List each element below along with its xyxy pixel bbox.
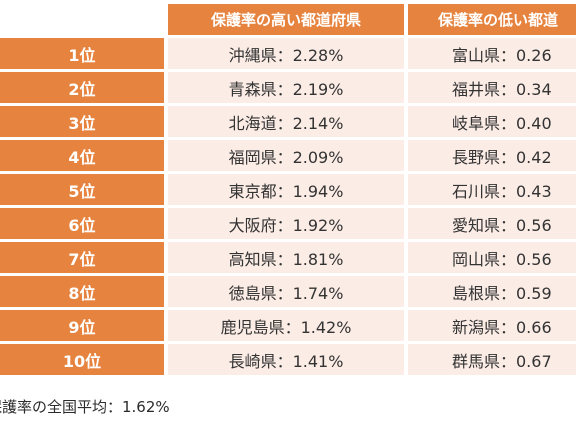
table-row: 10位 長崎県：1.41% 群馬県：0.67 <box>0 344 576 375</box>
table-row: 2位 青森県：2.19% 福井県：0.34 <box>0 72 576 103</box>
header-rank-corner <box>0 4 164 35</box>
low-rate-cell: 福井県：0.34 <box>408 72 576 103</box>
low-rate-cell: 富山県：0.26 <box>408 38 576 69</box>
rank-cell: 5位 <box>0 174 164 205</box>
table-row: 3位 北海道：2.14% 岐阜県：0.40 <box>0 106 576 137</box>
table-row: 8位 徳島県：1.74% 島根県：0.59 <box>0 276 576 307</box>
table-header-row: 保護率の高い都道府県 保護率の低い都道 <box>0 4 576 35</box>
high-rate-cell: 鹿児島県：1.42% <box>168 310 404 341</box>
low-rate-cell: 島根県：0.59 <box>408 276 576 307</box>
high-rate-cell: 福岡県：2.09% <box>168 140 404 171</box>
low-rate-cell: 岡山県：0.56 <box>408 242 576 273</box>
table-row: 7位 高知県：1.81% 岡山県：0.56 <box>0 242 576 273</box>
high-rate-cell: 青森県：2.19% <box>168 72 404 103</box>
ranking-table: 保護率の高い都道府県 保護率の低い都道 1位 沖縄県：2.28% 富山県：0.2… <box>0 4 576 375</box>
rank-cell: 8位 <box>0 276 164 307</box>
table-row: 6位 大阪府：1.92% 愛知県：0.56 <box>0 208 576 239</box>
national-average-text: 保護率の全国平均：1.62% <box>0 398 170 416</box>
rank-cell: 2位 <box>0 72 164 103</box>
high-rate-cell: 長崎県：1.41% <box>168 344 404 375</box>
low-rate-cell: 長野県：0.42 <box>408 140 576 171</box>
high-rate-cell: 沖縄県：2.28% <box>168 38 404 69</box>
rank-cell: 4位 <box>0 140 164 171</box>
low-rate-cell: 新潟県：0.66 <box>408 310 576 341</box>
high-rate-cell: 大阪府：1.92% <box>168 208 404 239</box>
high-rate-cell: 徳島県：1.74% <box>168 276 404 307</box>
rank-cell: 6位 <box>0 208 164 239</box>
high-rate-cell: 東京都：1.94% <box>168 174 404 205</box>
rank-cell: 9位 <box>0 310 164 341</box>
rank-cell: 10位 <box>0 344 164 375</box>
high-rate-cell: 北海道：2.14% <box>168 106 404 137</box>
table-row: 4位 福岡県：2.09% 長野県：0.42 <box>0 140 576 171</box>
header-high-rate: 保護率の高い都道府県 <box>168 4 404 35</box>
high-rate-cell: 高知県：1.81% <box>168 242 404 273</box>
header-low-rate: 保護率の低い都道 <box>408 4 576 35</box>
table-row: 9位 鹿児島県：1.42% 新潟県：0.66 <box>0 310 576 341</box>
table-row: 5位 東京都：1.94% 石川県：0.43 <box>0 174 576 205</box>
table-row: 1位 沖縄県：2.28% 富山県：0.26 <box>0 38 576 69</box>
rank-cell: 7位 <box>0 242 164 273</box>
national-average-note: 保護率の全国平均：1.62% <box>0 396 170 417</box>
rank-cell: 3位 <box>0 106 164 137</box>
low-rate-cell: 群馬県：0.67 <box>408 344 576 375</box>
low-rate-cell: 岐阜県：0.40 <box>408 106 576 137</box>
low-rate-cell: 愛知県：0.56 <box>408 208 576 239</box>
low-rate-cell: 石川県：0.43 <box>408 174 576 205</box>
rank-cell: 1位 <box>0 38 164 69</box>
